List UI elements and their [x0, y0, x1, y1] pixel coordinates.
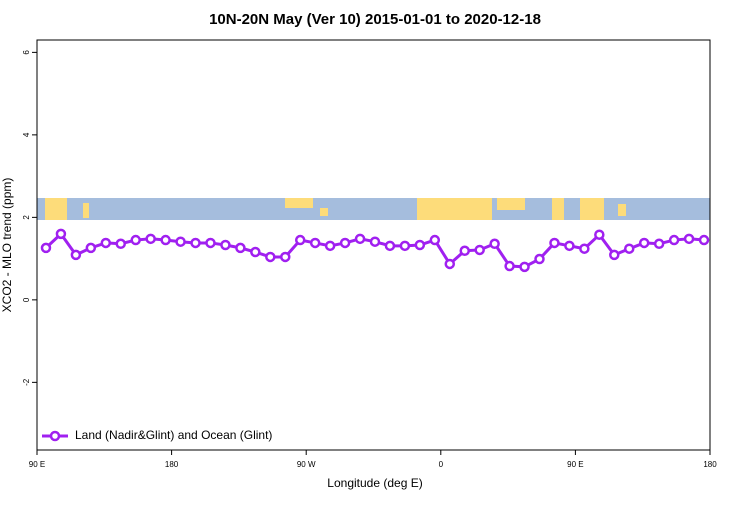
data-point [220, 239, 231, 251]
data-point [130, 234, 141, 246]
data-point [250, 246, 261, 258]
data-point [280, 251, 291, 263]
data-point [459, 245, 470, 257]
data-point [175, 236, 186, 247]
data-point [339, 237, 351, 249]
data-point [474, 244, 485, 256]
data-point [579, 243, 590, 254]
map-strip [37, 198, 710, 220]
data-point [609, 249, 620, 261]
data-point [444, 258, 456, 270]
data-point [160, 234, 171, 246]
y-tick-label: 0 [22, 297, 31, 302]
data-point [698, 234, 710, 246]
data-point [623, 243, 635, 254]
x-tick-label: 90 E [567, 460, 583, 469]
x-tick-label: 90 E [29, 460, 45, 469]
y-tick-label: 2 [22, 215, 31, 220]
data-point [653, 238, 665, 250]
data-point [534, 253, 545, 265]
plot-frame [36, 39, 711, 451]
data-point [145, 233, 156, 245]
data-point [70, 249, 82, 261]
y-tick-label: 6 [22, 50, 31, 55]
data-point [115, 238, 127, 250]
data-point [683, 233, 695, 245]
data-point [384, 240, 396, 252]
data-point [354, 233, 366, 245]
data-point [324, 240, 336, 252]
x-tick-label: 180 [165, 460, 179, 469]
y-tick-label: -2 [22, 378, 31, 386]
data-point [504, 260, 515, 272]
legend-label: Land (Nadir&Glint) and Ocean (Glint) [75, 428, 272, 442]
x-tick-label: 0 [439, 460, 444, 469]
x-tick-label: 180 [703, 460, 717, 469]
legend-marker [49, 430, 61, 442]
data-point [519, 261, 530, 273]
data-point [205, 237, 216, 249]
y-axis-label: XCO2 - MLO trend (ppm) [0, 178, 14, 313]
data-point [399, 240, 411, 252]
data-point [100, 237, 112, 249]
data-point [235, 242, 246, 254]
x-axis-label: Longitude (deg E) [327, 476, 422, 490]
data-point [549, 237, 560, 249]
data-point [40, 242, 52, 254]
data-point [85, 242, 97, 254]
data-point [369, 236, 381, 247]
data-point [564, 240, 575, 252]
data-point [294, 234, 306, 246]
data-point [638, 237, 650, 249]
data-point [414, 239, 426, 251]
y-tick-label: 4 [22, 132, 31, 137]
chart-title: 10N-20N May (Ver 10) 2015-01-01 to 2020-… [209, 11, 541, 28]
data-point [429, 234, 441, 246]
data-point [55, 228, 67, 240]
data-point [594, 229, 605, 240]
data-point [489, 238, 500, 250]
data-point [668, 234, 680, 246]
data-point [309, 237, 321, 249]
x-tick-label: 90 W [297, 460, 316, 469]
data-point [190, 237, 201, 249]
data-point [265, 251, 276, 263]
